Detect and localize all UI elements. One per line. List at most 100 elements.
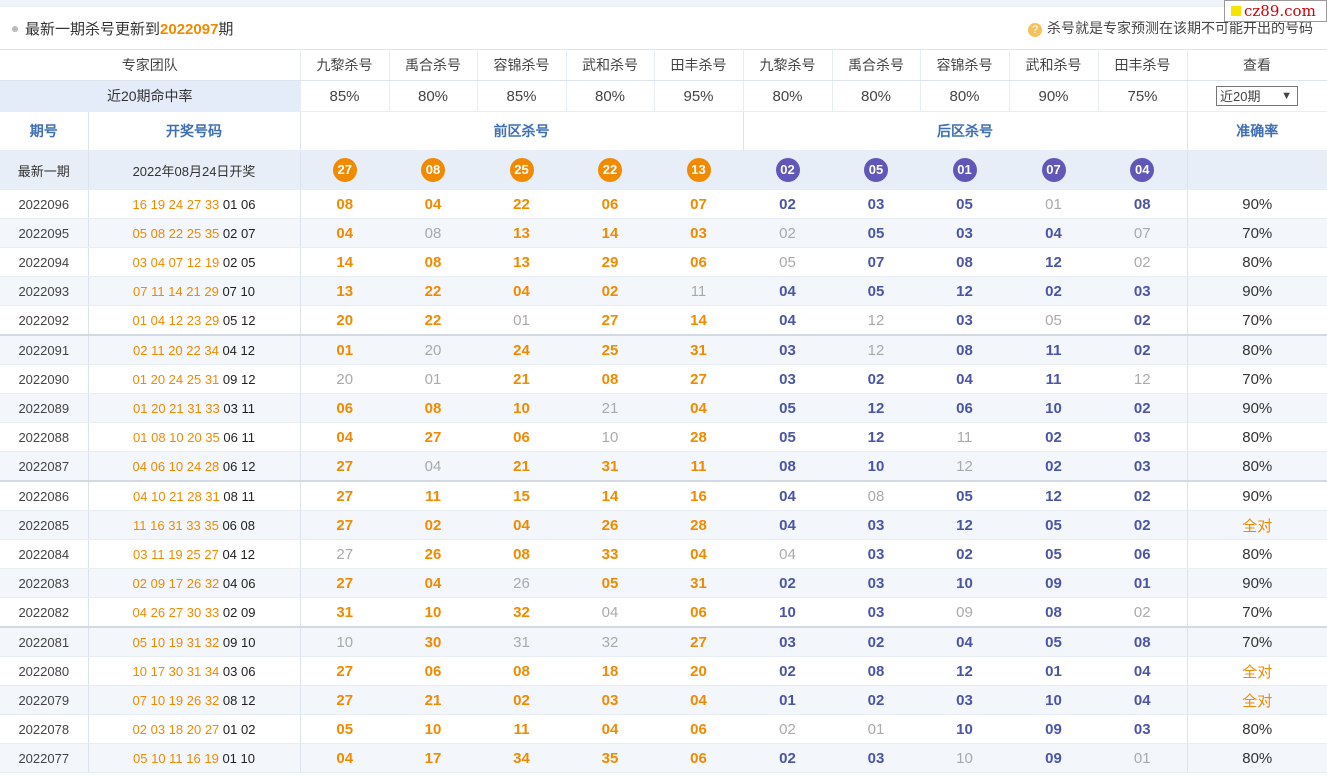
draw-numbers: 04 10 21 28 31 08 11 — [87, 480, 300, 511]
back-kill-number: 03 — [743, 364, 832, 394]
front-kill-number: 27 — [389, 422, 477, 452]
back-kill-number: 09 — [920, 597, 1009, 628]
front-kill-number: 30 — [389, 626, 477, 657]
front-kill-number: 26 — [389, 539, 477, 569]
front-kill-number: 03 — [566, 685, 654, 715]
front-kill-number: 08 — [389, 247, 477, 277]
draw-front-numbers: 02 11 20 22 34 — [133, 342, 219, 358]
accuracy-value: 80% — [1186, 422, 1327, 452]
back-kill-number: 12 — [832, 422, 920, 452]
hit-rate: 80% — [920, 80, 1010, 112]
front-kill-number: 31 — [654, 334, 743, 365]
back-kill-number: 02 — [1098, 597, 1187, 628]
front-kill-number: 02 — [566, 276, 654, 306]
draw-numbers: 02 09 17 26 32 04 06 — [87, 568, 300, 598]
front-kill-number: 11 — [477, 714, 566, 744]
draw-front-numbers: 02 09 17 26 32 — [132, 575, 220, 591]
front-kill-number: 07 — [654, 189, 743, 219]
back-kill-number: 12 — [920, 276, 1009, 306]
draw-numbers: 01 20 21 31 33 03 11 — [87, 393, 300, 423]
table-row: 2022079 07 10 19 26 32 08 12 27 21 02 03 04 01 0… — [0, 685, 1327, 715]
top-bar — [0, 0, 1327, 7]
latest-back-cell: 04 — [1098, 150, 1187, 190]
hit-rate: 85% — [477, 80, 567, 112]
latest-accuracy-cell — [1186, 150, 1327, 190]
front-kill-number: 06 — [299, 393, 389, 423]
front-kill-number: 24 — [477, 334, 566, 365]
accuracy-value: 80% — [1186, 714, 1327, 744]
expert-team-row: 专家团队 九黎杀号 禹合杀号 容锦杀号 武和杀号 田丰杀号 九黎杀号 禹合杀号 … — [0, 49, 1327, 81]
front-kill-number: 06 — [654, 597, 743, 628]
front-kill-number: 08 — [477, 656, 566, 686]
back-kill-number: 02 — [1098, 393, 1187, 423]
back-kill-number: 12 — [832, 305, 920, 336]
back-kill-number: 04 — [1009, 218, 1098, 248]
draw-numbers: 11 16 31 33 35 06 08 — [87, 510, 300, 540]
back-kill-number: 02 — [1098, 480, 1187, 511]
front-kill-number: 27 — [299, 510, 389, 540]
back-kill-number: 03 — [920, 685, 1009, 715]
accuracy-value: 90% — [1186, 568, 1327, 598]
front-kill-number: 31 — [477, 626, 566, 657]
back-kill-number: 03 — [832, 597, 920, 628]
back-kill-number: 08 — [743, 451, 832, 482]
back-kill-number: 02 — [743, 189, 832, 219]
latest-back-cell: 02 — [743, 150, 832, 190]
accuracy-value: 90% — [1186, 480, 1327, 511]
back-kill-number: 12 — [1098, 364, 1187, 394]
back-kill-number: 10 — [832, 451, 920, 482]
back-kill-number: 05 — [1009, 539, 1098, 569]
front-kill-number: 32 — [566, 626, 654, 657]
back-kill-number: 01 — [1009, 189, 1098, 219]
draw-back-numbers: 04 12 — [222, 546, 255, 562]
period-select-cell: 近20期 ▼ — [1187, 80, 1327, 112]
back-kill-number: 01 — [1098, 568, 1187, 598]
site-logo[interactable]: cz89.com — [1224, 0, 1327, 22]
issue-number: 2022096 — [0, 189, 88, 219]
accuracy-value: 70% — [1186, 626, 1327, 657]
front-kill-number: 11 — [389, 480, 477, 511]
period-select[interactable]: 近20期 ▼ — [1216, 86, 1298, 106]
front-kill-ball: 27 — [332, 158, 357, 182]
draw-numbers: 16 19 24 27 33 01 06 — [87, 189, 300, 219]
front-kill-number: 10 — [389, 597, 477, 628]
header-accuracy: 准确率 — [1186, 111, 1327, 151]
issue-number: 2022092 — [0, 305, 88, 336]
back-kill-number: 03 — [832, 539, 920, 569]
back-kill-number: 11 — [1009, 364, 1098, 394]
back-kill-number: 03 — [1098, 276, 1187, 306]
accuracy-value: 全对 — [1186, 656, 1327, 686]
update-notice: 最新一期杀号更新到2022097期 ? 杀号就是专家预测在该期不可能开出的号码 — [0, 7, 1327, 49]
back-kill-number: 12 — [920, 451, 1009, 482]
back-kill-number: 02 — [1098, 247, 1187, 277]
latest-front-cell: 08 — [389, 150, 477, 190]
header-front-kill: 前区杀号 — [299, 111, 743, 151]
draw-front-numbers: 16 19 24 27 33 — [132, 196, 220, 212]
table-row: 2022091 02 11 20 22 34 04 12 01 20 24 25 31 03 1… — [0, 334, 1327, 365]
table-row: 2022085 11 16 31 33 35 06 08 27 02 04 26 28 04 0… — [0, 510, 1327, 540]
back-kill-number: 09 — [1009, 714, 1098, 744]
back-kill-number: 12 — [1009, 247, 1098, 277]
back-kill-number: 02 — [743, 656, 832, 686]
front-kill-number: 28 — [654, 422, 743, 452]
table-row: 2022094 03 04 07 12 19 02 05 14 08 13 29 06 05 0… — [0, 247, 1327, 277]
logo-square-icon — [1231, 6, 1241, 16]
front-kill-number: 08 — [299, 189, 389, 219]
draw-numbers: 04 26 27 30 33 02 09 — [87, 597, 300, 628]
front-kill-number: 31 — [566, 451, 654, 482]
hit-rate-label: 近20期命中率 — [0, 80, 301, 112]
accuracy-value: 70% — [1186, 218, 1327, 248]
back-kill-number: 11 — [1009, 334, 1098, 365]
front-kill-number: 10 — [299, 626, 389, 657]
draw-front-numbers: 04 06 10 24 28 — [132, 458, 220, 474]
notice-suffix: 期 — [218, 21, 234, 38]
header-draw: 开奖号码 — [87, 111, 300, 151]
back-kill-number: 03 — [1098, 422, 1187, 452]
back-kill-number: 05 — [920, 189, 1009, 219]
issue-number: 2022083 — [0, 568, 88, 598]
back-kill-number: 11 — [920, 422, 1009, 452]
draw-numbers: 04 06 10 24 28 06 12 — [87, 451, 300, 482]
latest-front-cell: 27 — [299, 150, 389, 190]
back-kill-number: 03 — [832, 743, 920, 773]
back-kill-number: 05 — [832, 218, 920, 248]
